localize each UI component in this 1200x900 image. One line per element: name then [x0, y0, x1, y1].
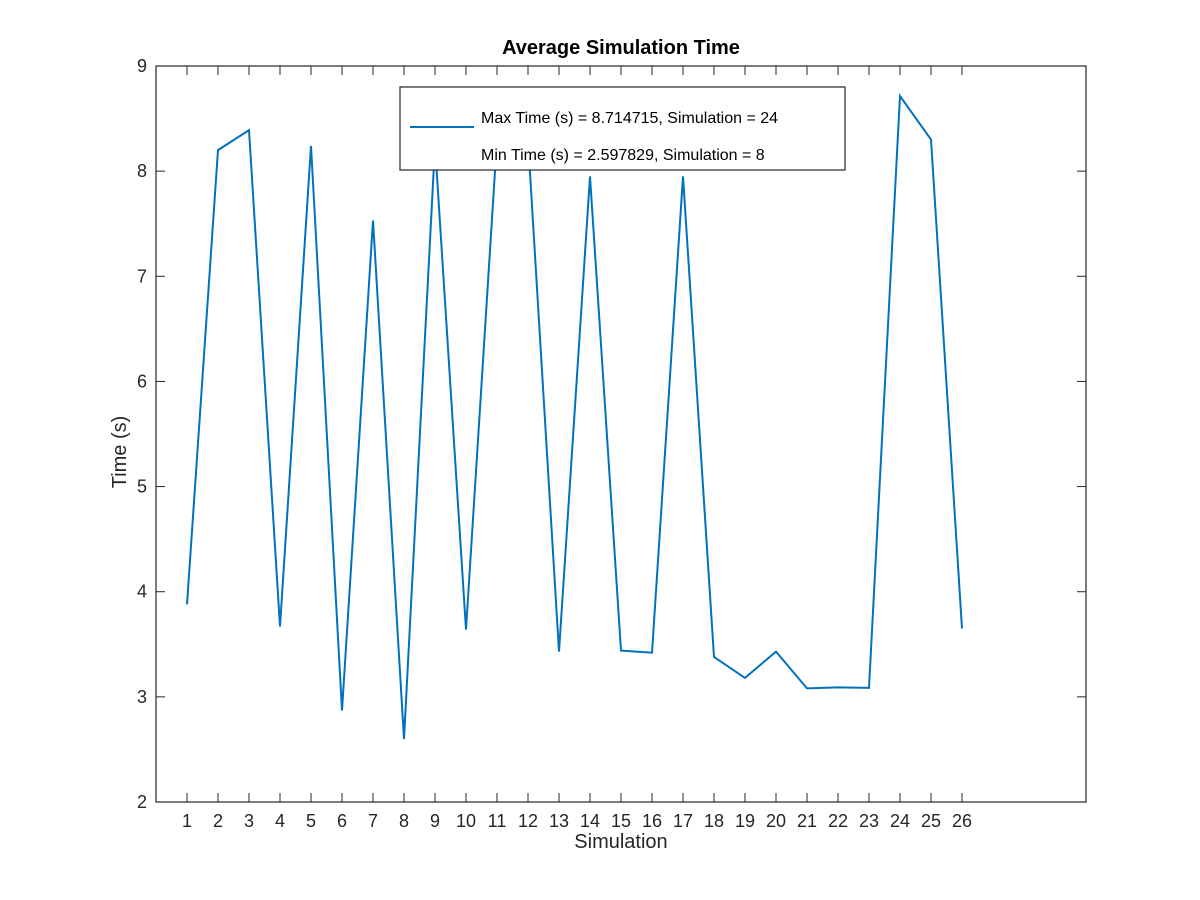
x-tick-label: 6: [337, 811, 347, 831]
y-tick-label: 9: [137, 56, 147, 76]
x-tick-label: 10: [456, 811, 476, 831]
x-tick-label: 23: [859, 811, 879, 831]
x-tick-label: 18: [704, 811, 724, 831]
x-tick-label: 7: [368, 811, 378, 831]
x-tick-label: 3: [244, 811, 254, 831]
legend-entry-min: Min Time (s) = 2.597829, Simulation = 8: [481, 147, 765, 164]
y-tick-label: 8: [137, 161, 147, 181]
x-tick-label: 5: [306, 811, 316, 831]
x-tick-label: 8: [399, 811, 409, 831]
legend-entry-max: Max Time (s) = 8.714715, Simulation = 24: [481, 110, 778, 127]
x-tick-label: 24: [890, 811, 910, 831]
series-line-1: [186, 93, 963, 740]
x-tick-label: 14: [580, 811, 600, 831]
y-tick-label: 3: [137, 687, 147, 707]
x-tick-label: 15: [611, 811, 631, 831]
x-tick-label: 26: [952, 811, 972, 831]
y-tick-label: 4: [137, 582, 147, 602]
x-tick-label: 4: [275, 811, 285, 831]
x-tick-label: 9: [430, 811, 440, 831]
x-tick-label: 20: [766, 811, 786, 831]
x-tick-label: 11: [488, 811, 507, 831]
chart-title: Average Simulation Time: [502, 37, 740, 59]
y-tick-label: 6: [137, 371, 147, 391]
x-tick-label: 22: [828, 811, 848, 831]
x-tick-label: 12: [518, 811, 538, 831]
x-tick-label: 1: [182, 811, 192, 831]
x-tick-label: 21: [797, 811, 817, 831]
x-tick-label: 2: [213, 811, 223, 831]
legend: Max Time (s) = 8.714715, Simulation = 24…: [399, 86, 846, 171]
y-tick-label: 5: [137, 477, 147, 497]
y-axis-label: Time (s): [109, 416, 131, 489]
x-axis-label: Simulation: [574, 831, 667, 853]
x-tick-label: 13: [549, 811, 569, 831]
x-tick-label: 25: [921, 811, 941, 831]
x-tick-label: 17: [673, 811, 693, 831]
y-tick-label: 7: [137, 266, 147, 286]
x-tick-label: 16: [642, 811, 662, 831]
legend-box: [399, 86, 846, 171]
x-tick-label: 19: [735, 811, 755, 831]
y-tick-label: 2: [137, 792, 147, 812]
plot-area: 1 2 3 4 5 6 7 8 9 10 11 12 13 14 15 16 17 18 19 20 21 22 23 24 2…: [137, 56, 1087, 831]
